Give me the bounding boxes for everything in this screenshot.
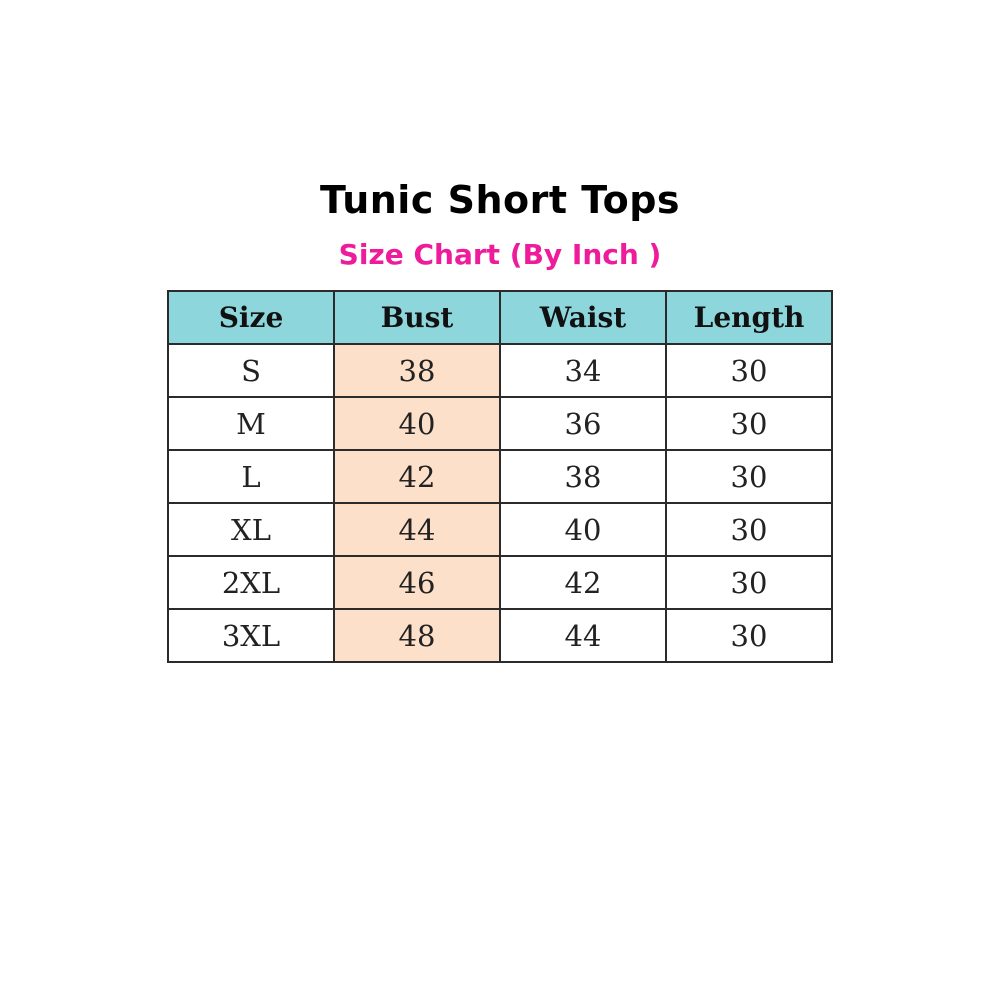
- page-title: Tunic Short Tops: [319, 178, 681, 222]
- cell-length: 30: [665, 502, 833, 557]
- cell-waist: 38: [499, 449, 667, 504]
- cell-length: 30: [665, 343, 833, 398]
- cell-waist: 36: [499, 396, 667, 451]
- cell-size: XL: [167, 502, 335, 557]
- cell-waist: 44: [499, 608, 667, 663]
- cell-bust: 38: [333, 343, 501, 398]
- cell-bust: 42: [333, 449, 501, 504]
- table-row: 2XL 46 42 30: [167, 555, 833, 610]
- cell-size: 2XL: [167, 555, 335, 610]
- cell-length: 30: [665, 396, 833, 451]
- cell-waist: 42: [499, 555, 667, 610]
- cell-bust: 44: [333, 502, 501, 557]
- size-chart-table: Size Bust Waist Length S 38 34 30 M 40 36 30 L 42…: [167, 290, 833, 663]
- cell-size: S: [167, 343, 335, 398]
- table-row: L 42 38 30: [167, 449, 833, 504]
- cell-waist: 40: [499, 502, 667, 557]
- header-size: Size: [167, 290, 335, 345]
- cell-size: L: [167, 449, 335, 504]
- cell-bust: 40: [333, 396, 501, 451]
- cell-size: M: [167, 396, 335, 451]
- table-row: XL 44 40 30: [167, 502, 833, 557]
- cell-waist: 34: [499, 343, 667, 398]
- header-bust: Bust: [333, 290, 501, 345]
- cell-bust: 46: [333, 555, 501, 610]
- cell-length: 30: [665, 449, 833, 504]
- table-row: S 38 34 30: [167, 343, 833, 398]
- cell-bust: 48: [333, 608, 501, 663]
- table-row: 3XL 48 44 30: [167, 608, 833, 663]
- cell-length: 30: [665, 608, 833, 663]
- cell-length: 30: [665, 555, 833, 610]
- cell-size: 3XL: [167, 608, 335, 663]
- table-row: M 40 36 30: [167, 396, 833, 451]
- header-waist: Waist: [499, 290, 667, 345]
- table-header-row: Size Bust Waist Length: [167, 290, 833, 345]
- page-subtitle: Size Chart (By Inch ): [338, 238, 662, 271]
- header-length: Length: [665, 290, 833, 345]
